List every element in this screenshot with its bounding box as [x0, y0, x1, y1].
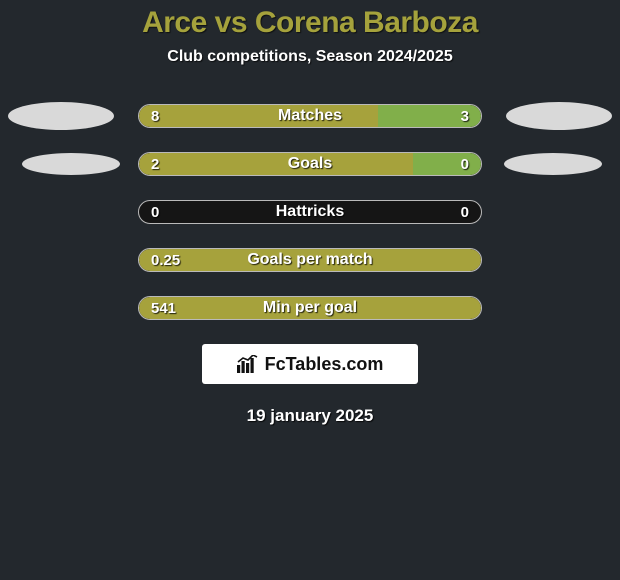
stat-bar-left: [139, 297, 481, 319]
avatar-right: [504, 153, 602, 175]
stat-value-left: 0: [151, 201, 159, 223]
stat-row-hattricks: 0 0 Hattricks: [0, 200, 620, 224]
avatar-right: [506, 102, 612, 130]
stat-row-matches: 8 3 Matches: [0, 104, 620, 128]
stat-bar: 0.25 Goals per match: [138, 248, 482, 272]
report-date: 19 january 2025: [0, 406, 620, 426]
stat-value-right: 0: [461, 153, 469, 175]
stat-bar: 8 3 Matches: [138, 104, 482, 128]
source-link[interactable]: FcTables.com: [202, 344, 418, 384]
source-label: FcTables.com: [265, 354, 384, 375]
stat-value-left: 2: [151, 153, 159, 175]
stat-bar: 541 Min per goal: [138, 296, 482, 320]
stat-value-right: 3: [461, 105, 469, 127]
stat-bar-left: [139, 249, 481, 271]
stat-value-left: 541: [151, 297, 176, 319]
stat-row-gpm: 0.25 Goals per match: [0, 248, 620, 272]
stat-bar: 2 0 Goals: [138, 152, 482, 176]
stat-label: Hattricks: [139, 201, 481, 223]
chart-icon: [237, 355, 259, 373]
stat-row-goals: 2 0 Goals: [0, 152, 620, 176]
stat-bar-left: [139, 153, 413, 175]
comparison-card: Arce vs Corena Barboza Club competitions…: [0, 0, 620, 426]
page-title: Arce vs Corena Barboza: [0, 6, 620, 40]
stat-bar-left: [139, 105, 378, 127]
page-subtitle: Club competitions, Season 2024/2025: [0, 48, 620, 66]
stat-value-right: 0: [461, 201, 469, 223]
stat-value-left: 8: [151, 105, 159, 127]
stat-row-mpg: 541 Min per goal: [0, 296, 620, 320]
stat-bar: 0 0 Hattricks: [138, 200, 482, 224]
stat-value-left: 0.25: [151, 249, 180, 271]
avatar-left: [8, 102, 114, 130]
avatar-left: [22, 153, 120, 175]
stat-bar-right: [413, 153, 481, 175]
